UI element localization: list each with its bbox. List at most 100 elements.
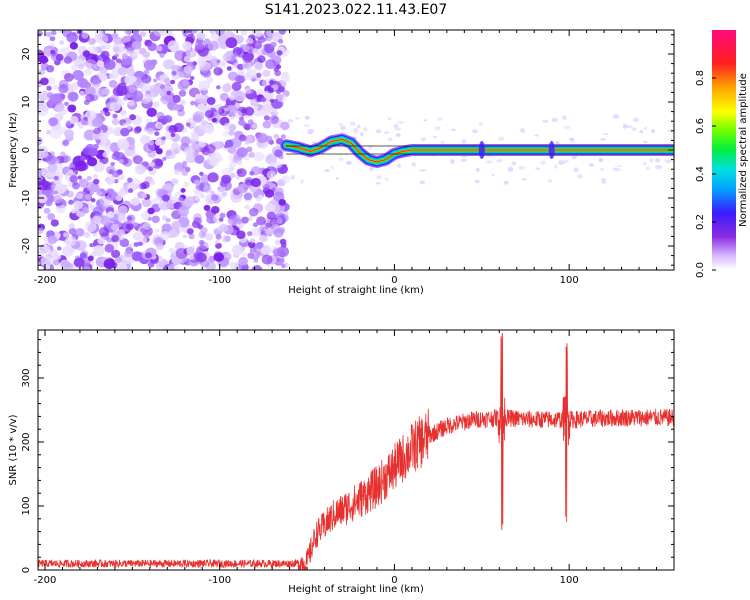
heatmap-noise-blob [199, 93, 206, 100]
heatmap-noise-blob [117, 66, 128, 76]
heatmap-speckle [478, 122, 484, 126]
heatmap-noise-blob [183, 55, 191, 63]
heatmap-noise-blob [242, 52, 254, 63]
heatmap-speckle [384, 177, 389, 181]
heatmap-noise-blob [192, 111, 205, 122]
heatmap-speckle [576, 174, 584, 179]
heatmap-noise-blob [114, 53, 120, 58]
heatmap-speckle [511, 161, 517, 166]
heatmap-noise-blob [199, 171, 204, 176]
heatmap-noise-blob [219, 212, 226, 219]
colorbar: 0.0 0.2 0.4 0.6 0.8 Normalized spectral ampl… [695, 30, 749, 278]
heatmap-noise-blob [98, 73, 108, 82]
heatmap-noise-blob [53, 175, 59, 181]
heatmap-noise-blob [85, 93, 95, 103]
heatmap-noise-blob [104, 244, 115, 253]
heatmap-speckle [450, 159, 455, 164]
heatmap-noise-blob [117, 138, 124, 145]
heatmap-noise-blob [236, 218, 243, 225]
heatmap-noise-blob [186, 228, 194, 235]
heatmap-noise-blob [260, 97, 267, 103]
heatmap-noise-blob [202, 185, 213, 194]
heatmap-speckle [534, 134, 539, 137]
heatmap-noise-blob [233, 110, 243, 119]
heatmap-noise-blob [217, 34, 228, 45]
heatmap-speckle [335, 177, 339, 180]
heatmap-speckle [639, 130, 644, 134]
heatmap-noise-blob [141, 74, 152, 84]
heatmap-noise-blob [170, 178, 179, 185]
heatmap-noise-blob [216, 85, 221, 90]
heatmap-noise-blob [179, 99, 186, 106]
heatmap-noise-blob [92, 215, 102, 224]
heatmap-noise-blob [39, 98, 44, 102]
heatmap-noise-blob [77, 175, 82, 180]
heatmap-noise-blob [45, 31, 52, 38]
heatmap-noise-blob [249, 238, 256, 244]
heatmap-noise-blob [53, 195, 63, 204]
heatmap-noise-blob [121, 53, 129, 60]
heatmap-noise-blob [178, 89, 187, 97]
heatmap-noise-blob [251, 123, 258, 129]
heatmap-noise-blob [218, 185, 226, 193]
snr-frame [37, 329, 675, 571]
heatmap-speckle [353, 128, 359, 134]
heatmap-noise-blob [111, 32, 118, 39]
heatmap-noise-blob [123, 96, 129, 101]
heatmap-noise-blob [259, 234, 268, 242]
heatmap-noise-blob [227, 145, 237, 154]
heatmap-noise-blob [84, 193, 92, 200]
heatmap-noise-blob [203, 123, 215, 134]
heatmap-noise-blob [155, 122, 164, 130]
heatmap-speckle [394, 127, 402, 131]
heatmap-noise-blob [191, 30, 198, 34]
heatmap-noise-blob [69, 42, 78, 50]
heatmap-noise-blob [139, 135, 151, 145]
heatmap-noise-blob [159, 230, 171, 241]
heatmap-speckle [573, 167, 579, 173]
heatmap-noise-blob [114, 257, 122, 264]
heatmap-noise-blob [143, 69, 150, 75]
heatmap-noise-blob [113, 38, 119, 44]
heatmap-speckle [423, 119, 428, 122]
heatmap-noise-blob [105, 175, 116, 185]
heatmap-noise-blob [238, 134, 247, 142]
heatmap-speckle [305, 115, 310, 120]
colorbar-tick-label: 0.0 [695, 262, 706, 278]
heatmap-noise-blob [119, 238, 130, 248]
heatmap-noise-blob [92, 206, 104, 216]
heatmap-noise-blob [72, 182, 80, 190]
heatmap-noise-blob [49, 128, 62, 140]
heatmap-noise-blob [103, 258, 116, 270]
x-tick-label: -200 [34, 575, 57, 586]
heatmap-noise-blob [98, 227, 110, 237]
heatmap-noise-blob [229, 95, 236, 101]
heatmap-noise-blob [96, 60, 105, 68]
heatmap-noise-blob [241, 216, 249, 224]
heatmap-y-axis-label: Frequency (Hz) [8, 112, 19, 188]
heatmap-speckle [554, 164, 558, 169]
heatmap-noise-blob [178, 70, 186, 78]
heatmap-noise-blob [129, 75, 137, 83]
heatmap-speckle [518, 165, 526, 170]
heatmap-noise-blob [108, 80, 118, 88]
heatmap-noise-blob [173, 148, 180, 154]
heatmap-speckle [338, 157, 344, 162]
heatmap-noise-blob [96, 189, 102, 195]
heatmap-noise-blob [111, 249, 121, 259]
heatmap-noise-blob [83, 232, 91, 238]
heatmap-speckle [600, 138, 607, 141]
heatmap-noise-blob [266, 36, 273, 42]
heatmap-speckle [614, 168, 621, 172]
heatmap-speckle [535, 167, 541, 170]
heatmap-noise-blob [108, 73, 114, 79]
heatmap-noise-blob [269, 115, 279, 124]
heatmap-noise-blob [210, 191, 216, 195]
heatmap-noise-blob [265, 59, 277, 70]
heatmap-noise-blob [141, 193, 147, 199]
y-tick-label: -10 [21, 190, 32, 206]
heatmap-noise-blob [142, 51, 150, 58]
heatmap-noise-blob [198, 80, 211, 91]
heatmap-noise-blob [112, 43, 124, 54]
heatmap-speckle [655, 165, 662, 170]
